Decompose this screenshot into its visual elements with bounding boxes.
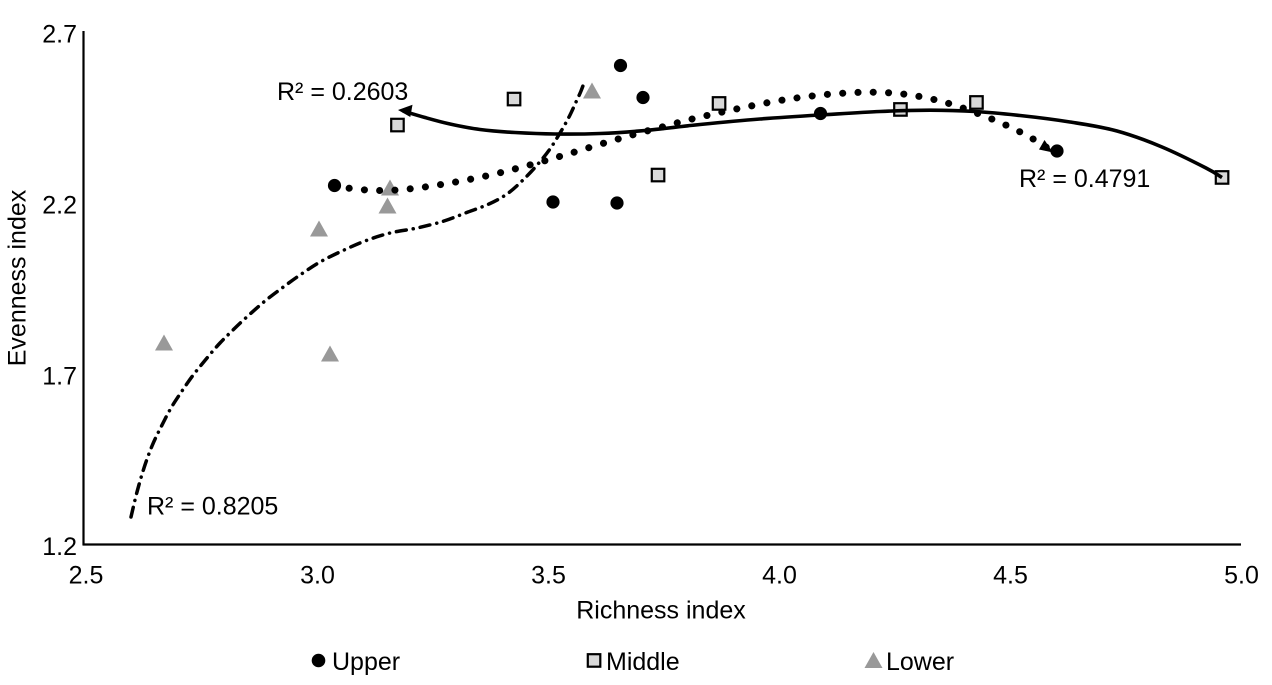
svg-text:2.2: 2.2 <box>42 192 77 220</box>
svg-text:R² = 0.2603: R² = 0.2603 <box>277 78 408 106</box>
svg-text:1.7: 1.7 <box>42 363 77 391</box>
svg-text:4.0: 4.0 <box>762 562 797 590</box>
svg-text:3.5: 3.5 <box>531 562 566 590</box>
svg-text:2.7: 2.7 <box>42 21 77 49</box>
svg-text:Richness index: Richness index <box>576 597 746 625</box>
svg-text:3.0: 3.0 <box>300 562 335 590</box>
svg-text:Lower: Lower <box>886 648 954 676</box>
svg-text:Evenness index: Evenness index <box>4 189 32 366</box>
svg-text:2.5: 2.5 <box>69 562 104 590</box>
svg-text:R² = 0.8205: R² = 0.8205 <box>147 493 278 521</box>
svg-text:Middle: Middle <box>606 648 680 676</box>
svg-text:Upper: Upper <box>332 648 400 676</box>
svg-text:1.2: 1.2 <box>42 533 77 561</box>
svg-text:4.5: 4.5 <box>993 562 1028 590</box>
svg-text:5.0: 5.0 <box>1224 562 1259 590</box>
svg-text:R² = 0.4791: R² = 0.4791 <box>1019 165 1150 193</box>
